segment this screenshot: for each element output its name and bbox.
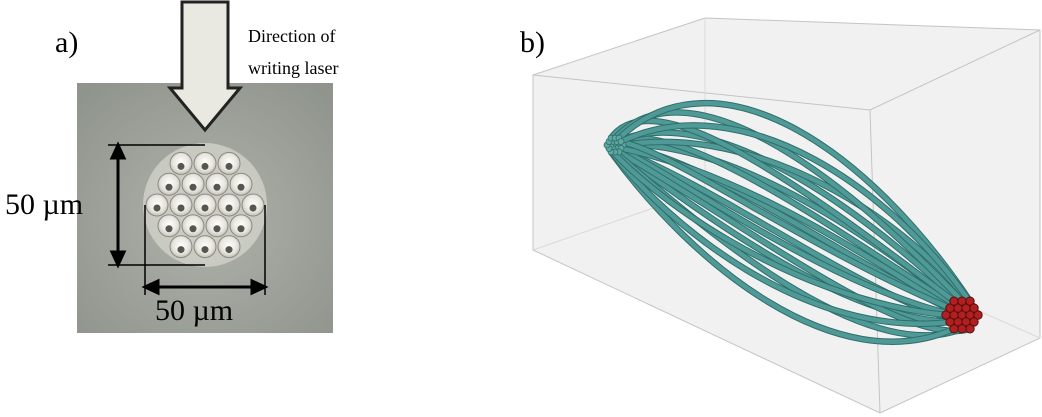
fiber-end <box>950 297 958 305</box>
core-center <box>226 205 233 212</box>
core-center <box>214 184 221 191</box>
core-center <box>190 225 197 232</box>
annotation: writing laser <box>248 58 338 78</box>
figure: a) Direction of writing laser 50 µm 50 µ… <box>0 0 1042 417</box>
fiber-end <box>958 297 966 305</box>
core-center <box>178 205 185 212</box>
core-center <box>202 205 209 212</box>
annotation: Direction of <box>248 26 335 46</box>
core-center <box>226 163 233 170</box>
core-center <box>166 184 173 191</box>
panel-label: a) <box>55 26 78 59</box>
core-center <box>250 205 257 212</box>
core-center <box>226 246 233 253</box>
core-center <box>190 184 197 191</box>
scale-label: 50 µm <box>5 188 83 221</box>
core-center <box>202 163 209 170</box>
core-center <box>202 246 209 253</box>
core-center <box>166 225 173 232</box>
core-center <box>178 163 185 170</box>
panel-label: b) <box>520 26 545 59</box>
fiber-end <box>966 325 974 333</box>
scale-label: 50 µm <box>155 294 233 327</box>
core-center <box>214 225 221 232</box>
fiber-start <box>618 139 624 145</box>
core-center <box>238 225 245 232</box>
fiber-end <box>958 325 966 333</box>
page: a) Direction of writing laser 50 µm 50 µ… <box>0 0 1042 417</box>
core-center <box>178 246 185 253</box>
fiber-end <box>970 304 978 312</box>
core-center <box>154 205 161 212</box>
core-center <box>238 184 245 191</box>
